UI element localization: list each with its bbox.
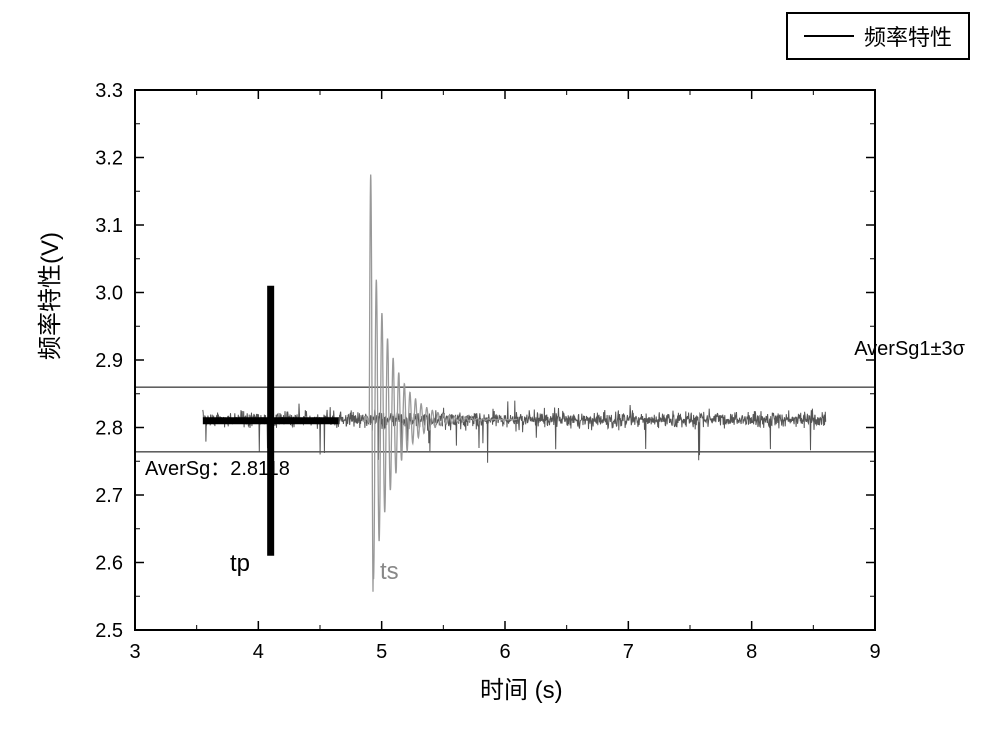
svg-text:2.8: 2.8 [95, 418, 123, 440]
svg-text:8: 8 [746, 641, 757, 663]
chart-container: 34567892.52.62.72.82.93.03.13.23.3 频率特性(… [40, 80, 960, 700]
chart-svg: 3 4 5 6 7 8 9 2.5 2.6 2.7 2.8 2.9 3.0 3.1 3.2 3.3 [40, 80, 960, 700]
svg-text:2.6: 2.6 [95, 553, 123, 575]
svg-text:2.7: 2.7 [95, 485, 123, 507]
svg-text:3.1: 3.1 [95, 215, 123, 237]
svg-text:9: 9 [869, 641, 880, 663]
ts-label: ts [380, 558, 399, 586]
svg-text:3.2: 3.2 [95, 148, 123, 170]
svg-text:5: 5 [376, 641, 387, 663]
y-axis-label: 频率特性(V) [30, 232, 65, 360]
sigma-band-annotation: AverSg1±3σ [854, 338, 965, 361]
svg-text:6: 6 [499, 641, 510, 663]
average-annotation: AverSg：2.8118 [145, 452, 290, 481]
tp-label: tp [230, 550, 250, 578]
svg-text:3: 3 [129, 641, 140, 663]
svg-text:3.3: 3.3 [95, 80, 123, 102]
svg-text:7: 7 [623, 641, 634, 663]
x-axis-label: 时间 (s) [480, 670, 563, 705]
svg-text:4: 4 [253, 641, 264, 663]
legend: 频率特性 [786, 12, 970, 60]
legend-label: 频率特性 [864, 20, 952, 52]
svg-text:2.9: 2.9 [95, 350, 123, 372]
svg-text:3.0: 3.0 [95, 283, 123, 305]
legend-line-swatch [804, 35, 854, 37]
svg-text:2.5: 2.5 [95, 620, 123, 642]
